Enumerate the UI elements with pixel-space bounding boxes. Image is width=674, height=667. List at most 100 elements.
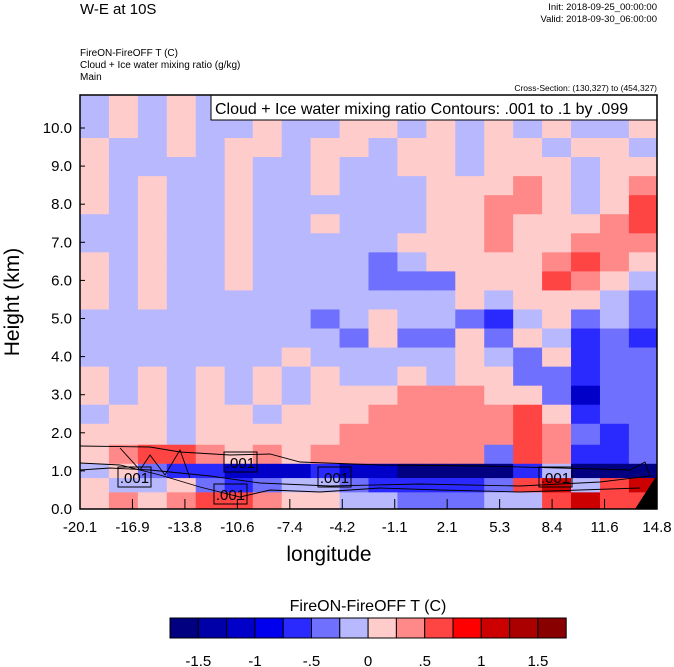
heatmap-cell — [310, 175, 341, 196]
heatmap-cell — [281, 423, 312, 445]
heatmap-cell — [484, 444, 514, 464]
heatmap-cell — [108, 385, 139, 405]
colorbar-swatch — [311, 617, 341, 639]
colorbar-label: -1.5 — [185, 653, 211, 667]
heatmap-cell — [108, 137, 139, 158]
heatmap-cell — [339, 156, 369, 177]
heatmap-cell — [195, 118, 226, 139]
heatmap-cell — [310, 444, 341, 464]
heatmap-cell — [368, 118, 398, 139]
heatmap-cell — [599, 385, 630, 405]
heatmap-cell — [137, 251, 168, 272]
heatmap-cell — [368, 463, 398, 479]
heatmap-cell — [195, 270, 226, 291]
heatmap-cell — [80, 118, 110, 139]
heatmap-cell — [310, 251, 341, 272]
colorbar-swatch — [197, 617, 228, 639]
colorbar-swatch — [424, 617, 454, 639]
heatmap-cell — [426, 328, 456, 348]
heatmap-cell — [224, 404, 254, 424]
heatmap-cell — [397, 156, 427, 177]
heatmap-cell — [281, 270, 312, 291]
colorbar-swatch — [395, 617, 426, 639]
heatmap-cell — [310, 347, 341, 367]
heatmap-cell — [166, 251, 197, 272]
heatmap-cell — [455, 175, 485, 196]
heatmap-cell — [397, 404, 427, 424]
heatmap-cell — [339, 366, 369, 386]
heatmap-cell — [339, 423, 369, 445]
x-tick-label: 8.4 — [542, 519, 563, 536]
heatmap-cell — [513, 270, 543, 291]
heatmap-cell — [339, 213, 369, 234]
colorbar-swatch — [282, 617, 313, 639]
heatmap-cell — [108, 328, 139, 348]
heatmap-cell — [339, 385, 369, 405]
heatmap-cell — [166, 137, 197, 158]
colorbar-label: -.5 — [303, 653, 321, 667]
heatmap-cell — [108, 156, 139, 177]
heatmap-cell — [599, 118, 630, 139]
heatmap-cell — [513, 156, 543, 177]
heatmap-cell — [571, 194, 601, 215]
heatmap-cell — [339, 444, 369, 464]
heatmap-cell — [310, 137, 341, 158]
heatmap-cell — [484, 289, 514, 310]
heatmap-cell — [571, 118, 601, 139]
heatmap-cell — [542, 156, 572, 177]
heatmap-cell — [599, 251, 630, 272]
heatmap-cell — [397, 328, 427, 348]
heatmap-cell — [542, 444, 572, 464]
heatmap-cell — [397, 251, 427, 272]
heatmap-cell — [484, 347, 514, 367]
heatmap-cell — [628, 270, 657, 291]
heatmap-cell — [224, 347, 254, 367]
heatmap-cell — [455, 308, 485, 329]
heatmap-cell — [80, 156, 110, 177]
heatmap-cell — [195, 213, 226, 234]
heatmap-field — [80, 95, 657, 509]
heatmap-cell — [455, 251, 485, 272]
heatmap-cell — [455, 289, 485, 310]
heatmap-cell — [426, 270, 456, 291]
heatmap-cell — [397, 423, 427, 445]
heatmap-cell — [542, 175, 572, 196]
heatmap-cell — [339, 194, 369, 215]
heatmap-cell — [513, 194, 543, 215]
heatmap-cell — [224, 156, 254, 177]
heatmap-cell — [310, 270, 341, 291]
heatmap-cell — [426, 404, 456, 424]
heatmap-cell — [252, 423, 283, 445]
heatmap-cell — [339, 137, 369, 158]
heatmap-cell — [628, 347, 657, 367]
heatmap-cell — [166, 477, 197, 493]
heatmap-cell — [80, 423, 110, 445]
heatmap-cell — [571, 213, 601, 234]
heatmap-cell — [397, 175, 427, 196]
heatmap-cell — [224, 251, 254, 272]
heatmap-cell — [571, 232, 601, 253]
heatmap-cell — [80, 404, 110, 424]
heatmap-cell — [137, 175, 168, 196]
contour-label: .001 — [226, 455, 255, 472]
heatmap-cell — [195, 137, 226, 158]
x-tick-label: -7.4 — [277, 519, 303, 536]
heatmap-cell — [368, 444, 398, 464]
plot-title: W-E at 10S — [80, 1, 156, 18]
heatmap-cell — [166, 385, 197, 405]
heatmap-cell — [281, 251, 312, 272]
heatmap-cell — [281, 347, 312, 367]
heatmap-cell — [599, 232, 630, 253]
heatmap-cell — [368, 423, 398, 445]
heatmap-cell — [281, 491, 312, 509]
y-tick-label: 6.0 — [51, 272, 72, 289]
heatmap-cell — [484, 232, 514, 253]
contour-labels: .001 .001 .001 .001 .001 — [117, 451, 573, 505]
heatmap-cell — [571, 444, 601, 464]
heatmap-cell — [542, 477, 572, 493]
heatmap-cell — [426, 194, 456, 215]
heatmap-cell — [195, 175, 226, 196]
heatmap-cell — [195, 308, 226, 329]
heatmap-cell — [252, 308, 283, 329]
heatmap-cell — [426, 423, 456, 445]
